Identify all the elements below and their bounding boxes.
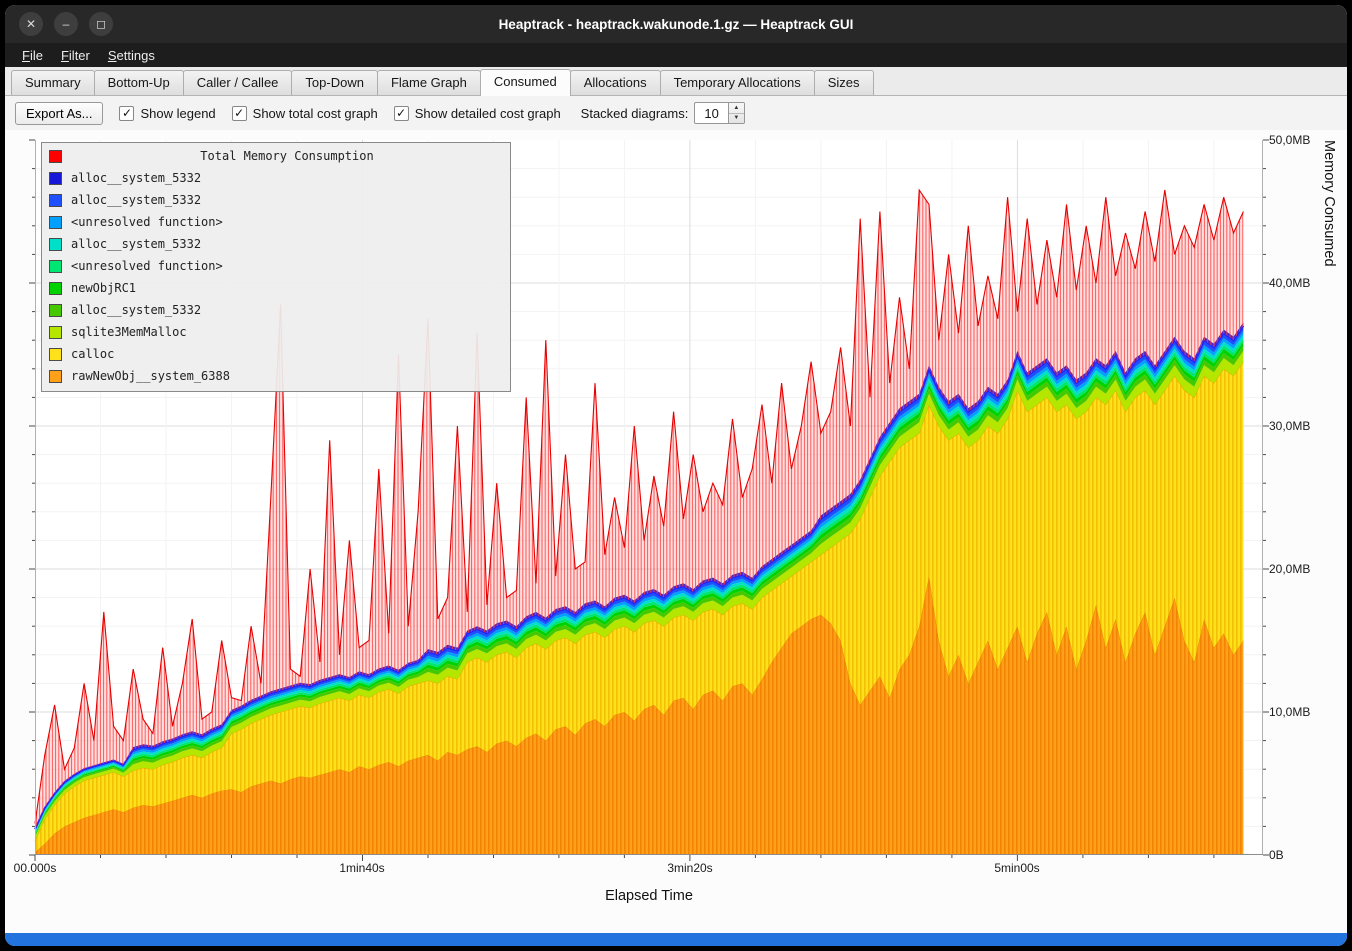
memory-chart[interactable]: Total Memory Consumption alloc__system_53… (29, 139, 1269, 861)
show-legend-label: Show legend (140, 105, 216, 121)
y-axis-title: Memory Consumed (1321, 140, 1337, 267)
tab-flame-graph[interactable]: Flame Graph (376, 70, 481, 95)
tab-sizes[interactable]: Sizes (813, 70, 874, 95)
legend-swatch (49, 325, 62, 339)
legend-item: <unresolved function> (42, 255, 510, 277)
minimize-button[interactable]: – (54, 12, 78, 36)
legend-item-label: sqlite3MemMalloc (71, 325, 187, 339)
export-as-button[interactable]: Export As... (15, 101, 104, 125)
y-tick-label: 50,0MB (1269, 133, 1311, 147)
legend-swatch (49, 281, 62, 295)
tab-summary[interactable]: Summary (11, 70, 95, 95)
legend-swatch-total (49, 149, 62, 163)
legend-item: alloc__system_5332 (42, 299, 510, 321)
legend-item: alloc__system_5332 (42, 189, 510, 211)
legend-item-label: <unresolved function> (71, 259, 223, 273)
legend-item-label: alloc__system_5332 (71, 303, 202, 317)
x-axis-title: Elapsed Time (605, 888, 693, 904)
legend-item: sqlite3MemMalloc (42, 321, 510, 343)
legend-swatch (49, 303, 62, 317)
legend-item-label: alloc__system_5332 (71, 237, 202, 251)
legend-swatch (49, 193, 62, 207)
close-button[interactable]: ✕ (19, 12, 43, 36)
legend-item-label: alloc__system_5332 (71, 171, 202, 185)
show-detailed-cost-checkbox[interactable]: ✓ (393, 105, 409, 121)
stacked-diagrams-spinbox[interactable]: 10 ▲ ▼ (694, 102, 745, 124)
tab-bottom-up[interactable]: Bottom-Up (93, 70, 184, 95)
legend-swatch (49, 369, 62, 383)
app-window: ✕ – ◻ Heaptrack - heaptrack.wakunode.1.g… (5, 5, 1347, 946)
tab-bar: Summary Bottom-Up Caller / Callee Top-Do… (5, 67, 1347, 96)
y-tick-label: 20,0MB (1269, 562, 1311, 576)
legend-item: alloc__system_5332 (42, 233, 510, 255)
menu-settings[interactable]: Settings (107, 47, 155, 63)
legend-swatch (49, 259, 62, 273)
legend-item: newObjRC1 (42, 277, 510, 299)
spin-up-button[interactable]: ▲ (733, 104, 740, 111)
legend-item: alloc__system_5332 (42, 167, 510, 189)
x-tick-label: 3min20s (667, 861, 713, 875)
legend-swatch (49, 237, 62, 251)
x-tick-label: 5min00s (994, 861, 1040, 875)
show-total-cost-checkbox[interactable]: ✓ (231, 105, 247, 121)
maximize-button[interactable]: ◻ (89, 12, 113, 36)
tab-temporary-allocations[interactable]: Temporary Allocations (659, 70, 815, 95)
y-tick-label: 40,0MB (1269, 276, 1311, 290)
legend-item-label: calloc (71, 347, 115, 361)
menu-filter[interactable]: Filter (60, 47, 90, 63)
legend-item-label: rawNewObj__system_6388 (71, 369, 230, 383)
tab-allocations[interactable]: Allocations (569, 70, 661, 95)
show-total-cost-label: Show total cost graph (252, 105, 378, 121)
menu-file[interactable]: File (22, 47, 43, 63)
stacked-diagrams-value[interactable]: 10 (704, 105, 719, 121)
stacked-diagrams-label: Stacked diagrams: (580, 105, 689, 121)
legend-swatch (49, 171, 62, 185)
legend-item: <unresolved function> (42, 211, 510, 233)
menubar: File Filter Settings (5, 43, 1347, 67)
legend-item-label: <unresolved function> (71, 215, 223, 229)
legend-swatch (49, 215, 62, 229)
tab-consumed[interactable]: Consumed (479, 69, 571, 96)
bottom-accent-bar (5, 933, 1347, 946)
y-tick-label: 30,0MB (1269, 419, 1311, 433)
titlebar[interactable]: ✕ – ◻ Heaptrack - heaptrack.wakunode.1.g… (5, 5, 1347, 43)
legend-item: rawNewObj__system_6388 (42, 365, 510, 387)
chart-panel: Total Memory Consumption alloc__system_53… (5, 130, 1347, 933)
toolbar: Export As... ✓ Show legend ✓ Show total … (5, 96, 1347, 130)
y-tick-label: 0B (1269, 848, 1284, 862)
y-tick-label: 10,0MB (1269, 705, 1311, 719)
spin-down-button[interactable]: ▼ (728, 112, 744, 124)
legend-item-label: newObjRC1 (71, 281, 137, 295)
legend-title-row: Total Memory Consumption (42, 145, 510, 167)
window-title: Heaptrack - heaptrack.wakunode.1.gz — He… (498, 16, 854, 32)
show-legend-checkbox[interactable]: ✓ (119, 105, 135, 121)
legend-item-label: alloc__system_5332 (71, 193, 202, 207)
legend-swatch (49, 347, 62, 361)
tab-top-down[interactable]: Top-Down (291, 70, 378, 95)
show-detailed-cost-label: Show detailed cost graph (414, 105, 561, 121)
x-tick-label: 1min40s (339, 861, 385, 875)
chart-legend: Total Memory Consumption alloc__system_53… (41, 142, 511, 392)
legend-title: Total Memory Consumption (200, 149, 374, 163)
tab-caller-callee[interactable]: Caller / Callee (182, 70, 293, 95)
legend-item: calloc (42, 343, 510, 365)
x-tick-label: 00.000s (13, 861, 57, 875)
